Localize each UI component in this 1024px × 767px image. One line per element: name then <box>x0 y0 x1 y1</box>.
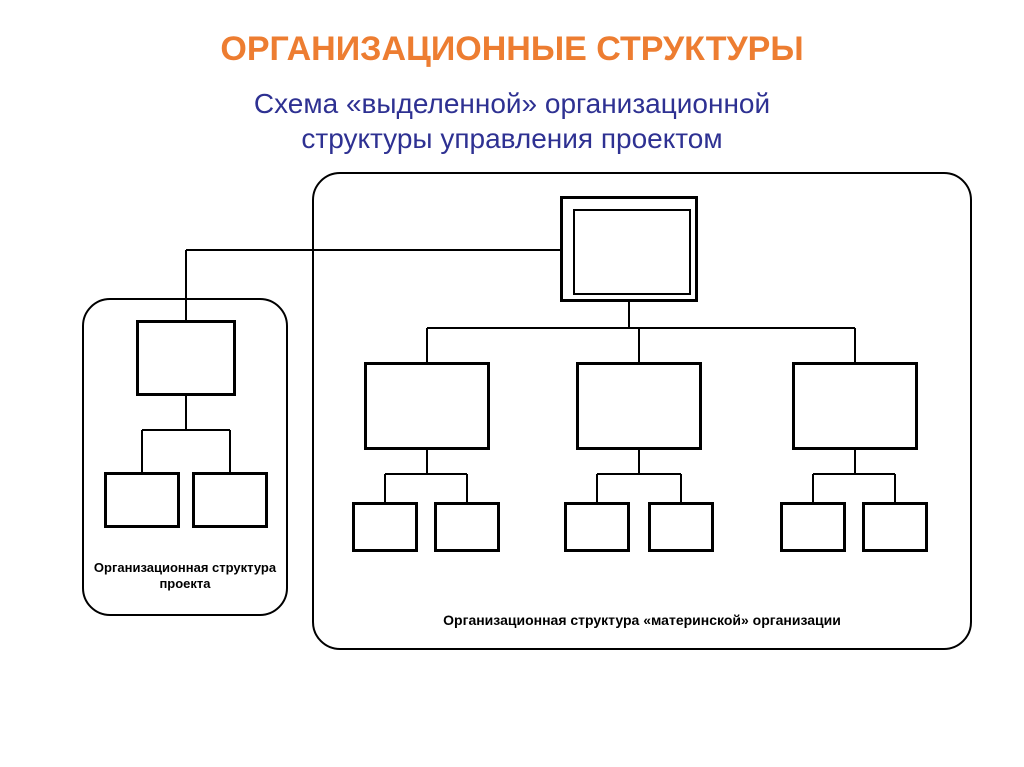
node-m3_c2 <box>862 502 928 552</box>
node-mid2 <box>576 362 702 450</box>
subtitle-line-2: структуры управления проектом <box>0 121 1024 156</box>
node-m1_c1 <box>352 502 418 552</box>
node-mid3 <box>792 362 918 450</box>
subtitle-line-1: Схема «выделенной» организационной <box>0 86 1024 121</box>
node-p_c2 <box>192 472 268 528</box>
caption-parent: Организационная структура «материнской» … <box>332 612 952 628</box>
node-m1_c2 <box>434 502 500 552</box>
node-m3_c1 <box>780 502 846 552</box>
node-top <box>560 196 698 302</box>
subtitle: Схема «выделенной» организационнойструкт… <box>0 86 1024 156</box>
main-title: ОРГАНИЗАЦИОННЫЕ СТРУКТУРЫ <box>0 30 1024 69</box>
caption-project: Организационная структура проекта <box>90 560 280 593</box>
node-m2_c1 <box>564 502 630 552</box>
node-p_mid <box>136 320 236 396</box>
node-top-inner <box>573 209 691 295</box>
node-p_c1 <box>104 472 180 528</box>
node-m2_c2 <box>648 502 714 552</box>
node-mid1 <box>364 362 490 450</box>
